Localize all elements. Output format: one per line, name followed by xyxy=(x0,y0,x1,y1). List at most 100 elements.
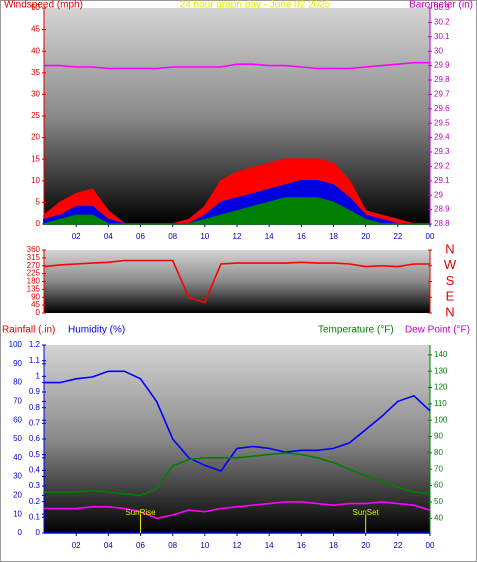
plot-area xyxy=(44,250,430,313)
y2-tick-label: 28.9 xyxy=(434,205,450,214)
x-tick-label: 08 xyxy=(168,232,177,241)
y3-tick-label: 0.9 xyxy=(29,387,41,396)
x-tick-label: 12 xyxy=(233,541,242,550)
y3-tick-label: 0.6 xyxy=(29,434,41,443)
y3-tick-label: 0 xyxy=(36,528,41,537)
y-tick-label: 15 xyxy=(31,154,40,163)
y-tick-label: 30 xyxy=(31,90,40,99)
y-tick-label: 50 xyxy=(13,434,22,443)
y2-tick-label: E xyxy=(446,289,455,304)
y2-tick-label: 29 xyxy=(434,190,443,199)
y2-tick-label: S xyxy=(446,273,455,288)
axis-title: Humidity (%) xyxy=(68,325,125,336)
y-tick-label: 60 xyxy=(13,415,22,424)
y-tick-label: 0 xyxy=(36,308,41,317)
x-tick-label: 08 xyxy=(168,541,177,550)
y3-tick-label: 1.1 xyxy=(29,356,41,365)
y-tick-label: 315 xyxy=(27,253,41,262)
y2-tick-label: 40 xyxy=(434,513,443,522)
line xyxy=(44,61,430,70)
y3-tick-label: 0.3 xyxy=(29,481,41,490)
y2-tick-label: 60 xyxy=(434,481,443,490)
x-tick-label: 02 xyxy=(72,232,81,241)
y2-tick-label: 130 xyxy=(434,366,448,375)
annotation: SunSet xyxy=(353,508,380,517)
axis-title: Dew Point (°F) xyxy=(405,325,470,336)
y2-tick-label: 70 xyxy=(434,464,443,473)
y-tick-label: 225 xyxy=(27,269,41,278)
x-tick-label: 02 xyxy=(72,541,81,550)
x-tick-label: 20 xyxy=(361,232,370,241)
axis-title: 24 hour graph day - June 02 2025 xyxy=(180,0,331,11)
x-tick-label: 16 xyxy=(297,232,306,241)
y2-tick-label: W xyxy=(444,257,457,272)
y3-tick-label: 0.1 xyxy=(29,512,41,521)
y-tick-label: 25 xyxy=(31,111,40,120)
y2-tick-label: 29.4 xyxy=(434,133,450,142)
x-tick-label: 16 xyxy=(297,541,306,550)
y2-tick-label: 30 xyxy=(434,46,443,55)
y2-tick-label: 29.8 xyxy=(434,75,450,84)
y-tick-label: 360 xyxy=(27,245,41,254)
y2-tick-label: 29.5 xyxy=(434,118,450,127)
annotation: SunRise xyxy=(125,508,156,517)
y3-tick-label: 0.2 xyxy=(29,497,41,506)
y2-tick-label: 29.7 xyxy=(434,90,450,99)
line xyxy=(43,259,430,304)
x-tick-label: 04 xyxy=(104,232,113,241)
y2-tick-label: 90 xyxy=(434,432,443,441)
y3-tick-label: 0.7 xyxy=(29,418,41,427)
y2-tick-label: N xyxy=(445,304,454,319)
x-tick-label: 10 xyxy=(200,232,209,241)
y-tick-label: 40 xyxy=(13,453,22,462)
y-tick-label: 10 xyxy=(31,176,40,185)
y2-tick-label: 110 xyxy=(434,399,447,408)
x-tick-label: 18 xyxy=(329,232,338,241)
y2-tick-label: 50 xyxy=(434,497,443,506)
x-tick-label: 12 xyxy=(233,232,242,241)
y2-tick-label: 29.2 xyxy=(434,162,450,171)
y2-tick-label: 29.1 xyxy=(434,176,450,185)
plot-area xyxy=(44,345,430,533)
axis-title: Windspeed (mph) xyxy=(4,0,83,11)
y2-tick-label: 120 xyxy=(434,383,448,392)
line xyxy=(44,452,431,497)
y2-tick-label: 29.3 xyxy=(434,147,450,156)
y3-tick-label: 1 xyxy=(36,371,41,380)
y-tick-label: 80 xyxy=(13,378,22,387)
y3-tick-label: 0.4 xyxy=(29,465,41,474)
y2-tick-label: 28.8 xyxy=(434,219,450,228)
line xyxy=(44,370,431,472)
y-tick-label: 70 xyxy=(13,397,22,406)
y2-tick-label: 29.9 xyxy=(434,61,450,70)
y-tick-label: 90 xyxy=(13,359,22,368)
y-tick-label: 5 xyxy=(36,198,41,207)
x-tick-label: 06 xyxy=(136,232,145,241)
x-tick-label: 06 xyxy=(136,541,145,550)
x-tick-label: 14 xyxy=(265,232,274,241)
x-tick-label: 04 xyxy=(104,541,113,550)
x-tick-label: 14 xyxy=(265,541,274,550)
y-tick-label: 180 xyxy=(27,277,41,286)
y-tick-label: 90 xyxy=(31,292,40,301)
y-tick-label: 45 xyxy=(31,300,40,309)
y2-tick-label: 30.1 xyxy=(434,32,450,41)
y2-tick-label: 80 xyxy=(434,448,443,457)
y-tick-label: 0 xyxy=(18,528,23,537)
y2-tick-label: 30.2 xyxy=(434,18,450,27)
x-tick-label: 00 xyxy=(426,232,435,241)
y2-tick-label: 30.3 xyxy=(434,3,450,12)
area xyxy=(43,197,430,225)
y2-tick-label: 100 xyxy=(434,415,448,424)
y-tick-label: 0 xyxy=(36,219,41,228)
y-tick-label: 50 xyxy=(31,3,40,12)
y3-tick-label: 0.8 xyxy=(29,403,41,412)
y-tick-label: 20 xyxy=(31,133,40,142)
y-tick-label: 270 xyxy=(27,261,41,270)
axis-title: Barometer (in) xyxy=(409,0,473,11)
x-tick-label: 22 xyxy=(393,541,402,550)
y-tick-label: 30 xyxy=(13,472,22,481)
axis-title: Rainfall (.in) xyxy=(2,325,55,336)
y2-tick-label: 140 xyxy=(434,350,448,359)
